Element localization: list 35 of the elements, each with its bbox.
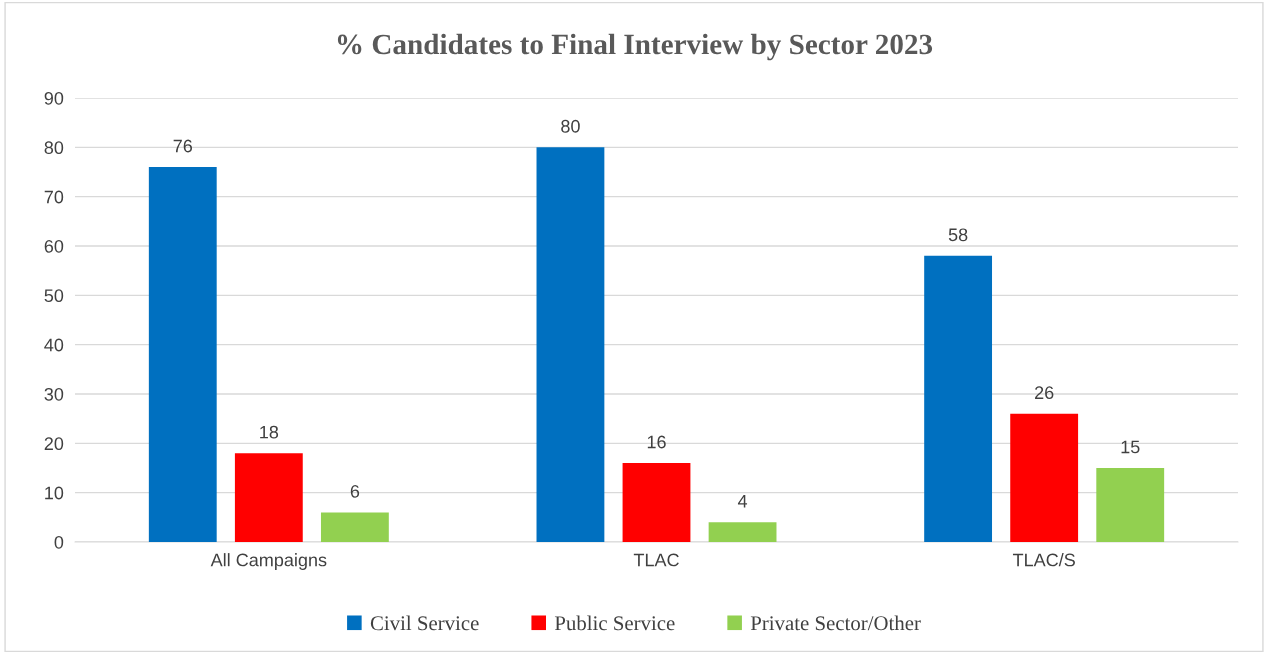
- data-label: 16: [647, 435, 666, 449]
- bar: [536, 147, 605, 542]
- data-label: 80: [561, 119, 580, 133]
- data-label: 18: [260, 425, 279, 439]
- data-label: 58: [948, 228, 968, 242]
- bar: [622, 463, 691, 542]
- y-tick-label: 90: [44, 91, 64, 105]
- y-tick-label: 20: [44, 437, 64, 451]
- y-tick-label: 10: [45, 486, 64, 500]
- data-label: 4: [737, 494, 748, 508]
- x-tick-label: All Campaigns: [210, 553, 327, 570]
- x-tick-label: TLAC/S: [1012, 553, 1075, 567]
- bar: [1010, 413, 1079, 542]
- y-tick-label: 80: [44, 141, 64, 155]
- y-tick-label: 60: [44, 239, 64, 253]
- bar: [1096, 468, 1165, 542]
- bar: [148, 167, 217, 542]
- bar: [924, 255, 993, 542]
- bar: [708, 522, 777, 542]
- x-tick-label: TLAC: [633, 553, 679, 567]
- y-tick-label: 30: [44, 387, 64, 401]
- y-tick-label: 40: [44, 338, 64, 352]
- bar: [320, 512, 389, 542]
- data-label: 26: [1035, 386, 1054, 400]
- legend-label: Civil Service: [370, 615, 479, 631]
- y-tick-label: 0: [54, 535, 64, 549]
- legend-label: Public Service: [554, 615, 675, 631]
- data-label: 6: [350, 484, 360, 498]
- data-label: 15: [1121, 440, 1140, 454]
- chart-title: % Candidates to Final Interview by Sector 2023: [337, 33, 933, 61]
- y-tick-label: 50: [44, 289, 64, 303]
- legend-label: Private Sector/Other: [750, 615, 921, 631]
- data-label: 76: [173, 139, 193, 153]
- y-tick-label: 70: [44, 190, 64, 204]
- bar: [234, 453, 303, 542]
